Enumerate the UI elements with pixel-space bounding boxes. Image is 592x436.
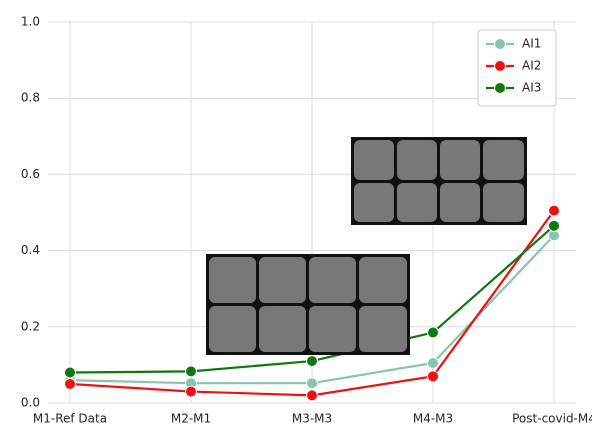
- point: [64, 377, 76, 390]
- point: [548, 204, 560, 217]
- x-tick-label: M1-Ref Data: [33, 412, 107, 426]
- y-tick-label: 0.0: [21, 396, 40, 410]
- point: [427, 370, 439, 383]
- legend-label: AI1: [522, 37, 541, 51]
- point: [427, 326, 439, 339]
- point: [185, 365, 197, 378]
- legend-label: AI3: [522, 81, 541, 95]
- legend-marker: [494, 82, 506, 94]
- y-tick-label: 0.4: [21, 243, 40, 257]
- y-tick-label: 1.0: [21, 15, 40, 29]
- legend-frame: [477, 29, 557, 107]
- x-tick-label: Post-covid-M4: [512, 412, 592, 426]
- legend: AI1 AI2 AI3: [477, 29, 557, 107]
- point: [306, 389, 318, 402]
- legend-marker: [494, 38, 506, 50]
- xray-inset-upper: [351, 137, 527, 225]
- x-tick-label: M2-M1: [171, 412, 211, 426]
- legend-label: AI2: [522, 59, 541, 73]
- x-tick-label: M4-M3: [413, 412, 453, 426]
- xray-inset-lower: [206, 254, 410, 355]
- point: [306, 377, 318, 390]
- point: [64, 366, 76, 379]
- inset-images: [206, 137, 527, 355]
- y-tick-label: 0.6: [21, 167, 40, 181]
- point: [548, 219, 560, 232]
- point: [185, 385, 197, 398]
- y-tick-label: 0.8: [21, 91, 40, 105]
- legend-marker: [494, 60, 506, 72]
- point: [427, 356, 439, 369]
- plot-lines: [64, 204, 560, 402]
- y-tick-label: 0.2: [21, 319, 40, 333]
- x-tick-label: M3-M3: [292, 412, 332, 426]
- point: [306, 355, 318, 368]
